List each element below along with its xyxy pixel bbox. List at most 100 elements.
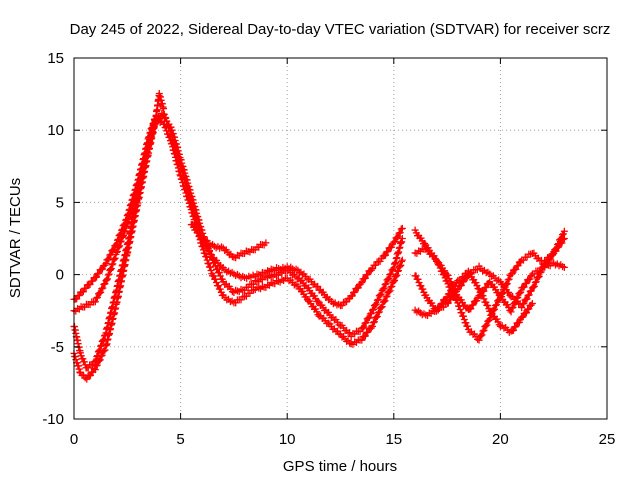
data-point (386, 271, 394, 279)
data-point (509, 303, 517, 311)
data-point (115, 243, 123, 251)
data-point (518, 304, 526, 312)
data-point (520, 283, 528, 291)
data-point (395, 263, 403, 271)
data-point (98, 285, 106, 293)
y-tick-label: -10 (42, 411, 64, 428)
data-point (348, 292, 356, 300)
axis-ticks: 0 5 10 15 20 25 -10 -5 0 5 10 15 (42, 50, 615, 448)
data-point (374, 309, 382, 317)
data-point (547, 253, 555, 261)
data-point (97, 288, 105, 296)
data-point (450, 291, 458, 299)
data-point (523, 295, 531, 303)
data-point (369, 319, 377, 327)
data-point (116, 242, 124, 250)
data-point (364, 270, 372, 278)
data-point (394, 267, 402, 275)
data-point (458, 309, 466, 317)
data-point (372, 300, 380, 308)
data-point (509, 326, 517, 334)
data-point (99, 284, 107, 292)
data-point (373, 296, 381, 304)
data-point (206, 263, 214, 271)
data-point (372, 261, 380, 269)
data-point (362, 319, 370, 327)
data-point (361, 274, 369, 282)
plot-frame (73, 57, 608, 420)
data-point (164, 130, 172, 138)
data-point (414, 275, 422, 283)
data-point (504, 276, 512, 284)
data-point (211, 275, 219, 283)
data-point (202, 253, 210, 261)
data-point (432, 307, 440, 315)
x-tick-label: 15 (385, 431, 402, 448)
data-point (120, 228, 128, 236)
data-point (453, 287, 461, 295)
data-point (445, 290, 453, 298)
data-point (397, 261, 405, 269)
data-point (464, 322, 472, 330)
data-point (101, 280, 109, 288)
data-point (392, 272, 400, 280)
data-point (394, 233, 402, 241)
data-point (364, 328, 372, 336)
data-point (358, 278, 366, 286)
data-point (514, 262, 522, 270)
data-point (101, 261, 109, 269)
data-point (508, 270, 516, 278)
data-point (387, 243, 395, 251)
data-point (473, 266, 481, 274)
data-point (116, 238, 124, 246)
data-point (109, 260, 117, 268)
data-point (396, 229, 404, 237)
data-point (482, 322, 490, 330)
data-point (560, 227, 568, 235)
data-point (343, 298, 351, 306)
data-point (483, 321, 491, 329)
data-point (361, 332, 369, 340)
data-point (163, 127, 171, 135)
data-point (361, 319, 369, 327)
data-point (394, 267, 402, 275)
data-point (107, 265, 115, 273)
data-point (494, 296, 502, 304)
data-point (205, 260, 213, 268)
data-point (102, 260, 110, 268)
data-point (505, 275, 513, 283)
data-point (381, 297, 389, 305)
data-point (162, 124, 170, 132)
data-point (440, 271, 448, 279)
data-point (380, 284, 388, 292)
data-point (117, 237, 125, 245)
data-point (390, 277, 398, 285)
data-point (180, 182, 188, 190)
data-point (484, 302, 492, 310)
data-point (519, 313, 527, 321)
data-point (177, 172, 185, 180)
data-point (104, 275, 112, 283)
data-point (199, 246, 207, 254)
data-point (493, 301, 501, 309)
data-point (79, 355, 87, 363)
data-point (379, 285, 387, 293)
data-point (98, 351, 106, 359)
data-point (391, 273, 399, 281)
data-point (391, 238, 399, 246)
data-point (368, 322, 376, 330)
data-point (457, 276, 465, 284)
data-point (207, 266, 215, 274)
data-point (517, 288, 525, 296)
data-point (366, 310, 374, 318)
y-tick-label: 15 (47, 50, 64, 67)
data-point (535, 272, 543, 280)
y-tick-label: -5 (51, 339, 64, 356)
data-point (560, 235, 568, 242)
data-point (335, 330, 343, 338)
data-point (507, 308, 515, 316)
data-point (477, 332, 485, 340)
data-point (96, 356, 104, 364)
data-point (376, 291, 384, 299)
